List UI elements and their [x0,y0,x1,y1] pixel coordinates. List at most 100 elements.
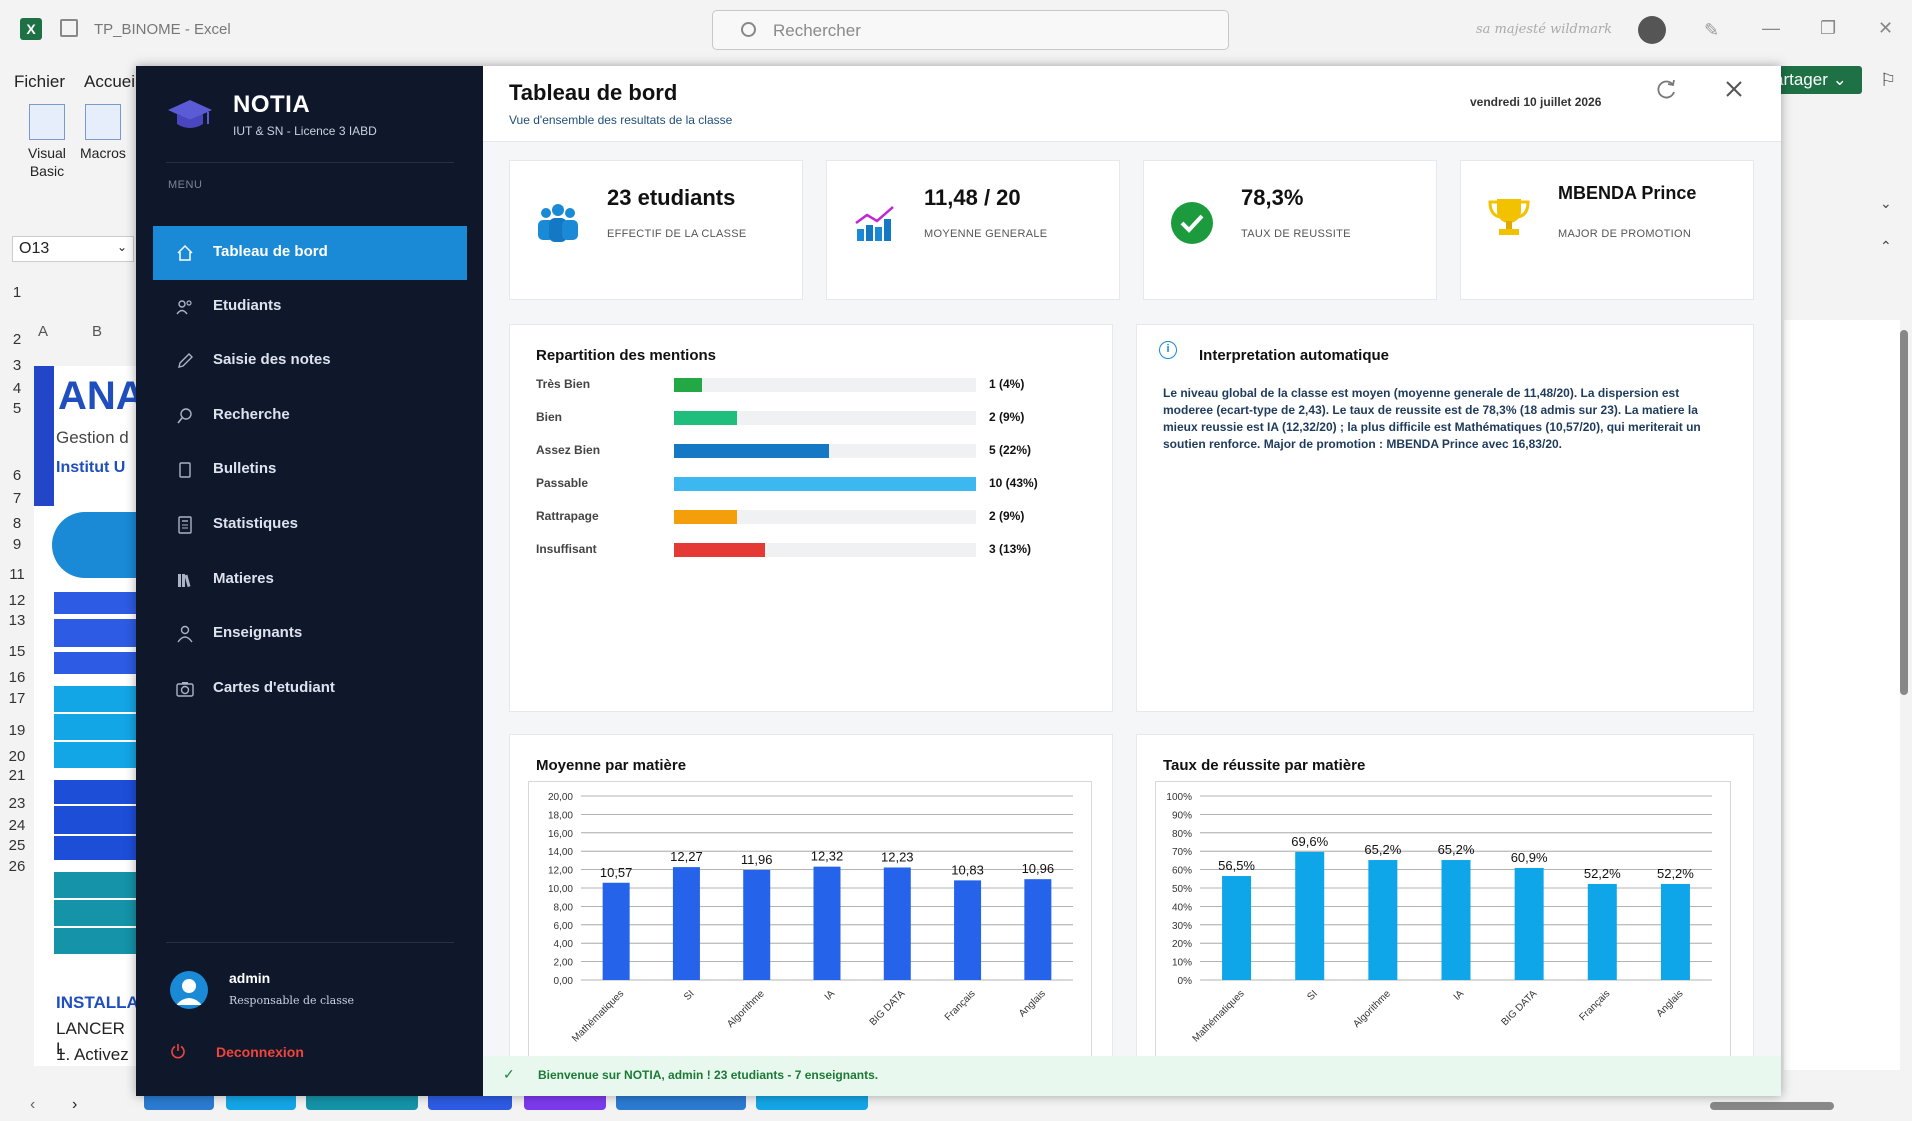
notia-app-window: NOTIA IUT & SN - Licence 3 IABD MENU Tab… [136,66,1781,1096]
check-icon [1171,202,1213,244]
x-tick-label: Anglais [1655,988,1686,1019]
vertical-scrollbar[interactable] [1900,330,1908,695]
mention-row: Bien 2 (9%) [536,408,1096,428]
data-label: 12,23 [881,849,914,864]
row-header[interactable]: 21 [8,767,26,784]
menu-fichier[interactable]: Fichier [14,72,66,91]
mention-name: Passable [536,476,589,490]
sidebar-item-matieres[interactable]: Matieres [153,553,467,607]
name-box[interactable]: O13 ⌄ [12,236,134,262]
close-icon[interactable] [1721,76,1747,102]
y-tick-label: 20% [1172,939,1192,950]
data-label: 69,6% [1291,834,1328,849]
mention-name: Assez Bien [536,443,601,457]
horizontal-scrollbar[interactable] [1710,1102,1834,1110]
kpi-card-average: 11,48 / 20 MOYENNE GENERALE [826,160,1120,300]
chevron-right-icon[interactable]: › [72,1096,78,1113]
x-tick-label: IA [1452,988,1467,1003]
row-header[interactable]: 5 [12,400,22,417]
row-header[interactable]: 24 [8,817,26,834]
account-name[interactable]: sa majesté wildmark [1476,22,1613,37]
row-header[interactable]: 11 [9,566,25,583]
minimize-icon[interactable]: — [1762,18,1780,38]
sheet-tab[interactable] [306,1096,418,1110]
sheet-tab[interactable] [144,1096,214,1110]
sidebar-item-cartes-d-etudiant[interactable]: Cartes d'etudiant [153,662,467,716]
avatar[interactable] [1638,16,1666,44]
chevron-down-icon: ⌄ [116,240,127,254]
row-header[interactable]: 8 [12,515,22,532]
cell-subtitle: Gestion d [56,428,129,447]
sidebar-item-enseignants[interactable]: Enseignants [153,607,467,661]
save-icon[interactable] [60,19,78,37]
row-header[interactable]: 4 [12,380,22,397]
sidebar-item-statistiques[interactable]: Statistiques [153,498,467,552]
chevron-down-icon[interactable]: ⌄ [1880,195,1892,211]
chevron-left-icon[interactable]: ‹ [30,1096,36,1113]
row-header[interactable]: 17 [8,690,26,707]
pen-icon[interactable]: ✎ [1704,20,1720,40]
sheet-tab[interactable] [428,1096,512,1110]
user-name: admin [229,970,271,986]
column-header-a[interactable]: A [38,323,49,340]
bar [954,880,982,980]
row-header[interactable]: 19 [8,722,26,739]
row-header[interactable]: 2 [12,331,22,348]
menu-accueil[interactable]: Accuei [84,72,136,91]
sidebar-item-etudiants[interactable]: Etudiants [153,280,467,334]
row-header[interactable]: 12 [8,592,26,609]
row-header[interactable]: 25 [8,837,26,854]
row-header[interactable]: 26 [8,858,26,875]
shape-button[interactable] [52,512,142,578]
search-box[interactable]: Rechercher [712,10,1229,50]
power-icon[interactable] [170,1043,186,1059]
y-tick-label: 2,00 [554,958,574,969]
close-window-icon[interactable]: ✕ [1878,18,1894,38]
refresh-icon[interactable] [1653,77,1679,103]
avatar [170,971,208,1009]
chart-icon [855,206,894,241]
sidebar-item-saisie-des-notes[interactable]: Saisie des notes [153,334,467,388]
mention-bar-track [674,477,976,491]
visual-basic-button[interactable]: Visual Basic [28,104,66,180]
sidebar-item-bulletins[interactable]: Bulletins [153,443,467,497]
main-content: Tableau de bord Vue d'ensemble des resul… [483,66,1781,1096]
sheet-tab[interactable] [616,1096,746,1110]
row-header[interactable]: 20 [8,748,26,765]
y-tick-label: 0% [1178,976,1193,987]
sidebar-item-tableau-de-bord[interactable]: Tableau de bord [153,226,467,280]
row-header[interactable]: 3 [12,357,22,374]
share-button[interactable]: artager ⌄ [1766,66,1862,94]
mention-bar-fill [674,510,737,524]
mention-bar-track [674,411,976,425]
mention-name: Très Bien [536,377,591,391]
sidebar-item-label: Enseignants [213,624,303,641]
info-icon: i [1159,341,1177,359]
row-header[interactable]: 6 [12,467,22,484]
bar [813,866,841,980]
row-header[interactable]: 16 [8,669,26,686]
mention-bar-track [674,444,976,458]
sheet-tab[interactable] [226,1096,296,1110]
row-header[interactable]: 9 [12,536,22,553]
chevron-up-icon[interactable]: ⌃ [1880,238,1892,254]
logout-button[interactable]: Deconnexion [216,1044,304,1060]
notification-text: Bienvenue sur NOTIA, admin ! 23 etudiant… [538,1068,879,1082]
restore-icon[interactable]: ❐ [1820,18,1837,38]
bar [1222,876,1252,980]
column-header-b[interactable]: B [92,323,103,340]
row-header[interactable]: 15 [8,643,26,660]
sidebar-item-recherche[interactable]: Recherche [153,389,467,443]
average-by-subject-card: Moyenne par matière 0,00 2,00 4,00 6,00 8,00… [509,734,1113,1088]
bar [602,882,630,980]
row-header[interactable]: 1 [12,284,22,301]
sheet-tab[interactable] [756,1096,868,1110]
macros-button[interactable]: Macros [80,104,126,162]
sheet-tab[interactable] [524,1096,606,1110]
row-header[interactable]: 7 [12,490,22,507]
row-header[interactable]: 13 [8,612,26,629]
row-header[interactable]: 23 [8,795,26,812]
divider [166,942,454,943]
comments-icon[interactable]: ⚐ [1880,70,1897,90]
y-tick-label: 20,00 [548,792,573,803]
